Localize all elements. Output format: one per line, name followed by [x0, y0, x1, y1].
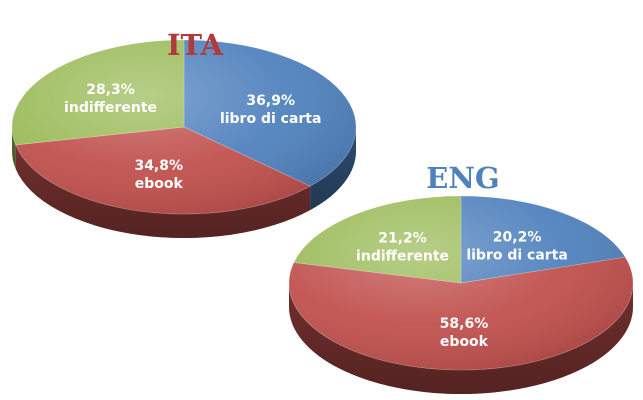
chart-title-eng: ENG — [426, 161, 499, 195]
pie-gloss-ita — [12, 40, 356, 214]
pie-side-shade-eng-1 — [289, 283, 633, 394]
slice-label-ita-0: 36,9% libro di carta — [220, 93, 322, 127]
slice-label-eng-2: 21,2% indifferente — [356, 230, 449, 264]
slice-label-eng-0: 20,2% libro di carta — [466, 229, 568, 263]
pie-side-shade-ita-2 — [12, 127, 16, 169]
pie-side-walls-ita — [12, 127, 356, 239]
pie-side-walls-eng — [289, 283, 633, 394]
chart-title-ita: ITA — [167, 28, 224, 62]
pie-side-shade-ita-1 — [15, 144, 311, 239]
slice-label-ita-2: 28,3% indifferente — [64, 82, 157, 116]
pie-chart-ita: 36,9% libro di carta 34,8% ebook 28,3% indiff… — [11, 39, 357, 239]
slice-label-ita-1: 34,8% ebook — [134, 158, 183, 192]
slice-label-eng-1: 58,6% ebook — [440, 316, 489, 350]
pie-chart-eng: 20,2% libro di carta 58,6% ebook 21,2% indiff… — [288, 195, 634, 394]
pie-gloss-eng — [289, 196, 633, 370]
pie-side-shade-ita-0 — [310, 127, 356, 211]
